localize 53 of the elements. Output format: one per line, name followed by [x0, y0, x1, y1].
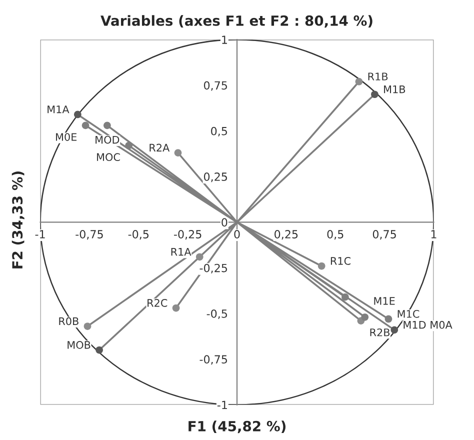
annotation: R1B	[368, 72, 388, 80]
annotation: R1C	[330, 257, 350, 265]
y-tick-label: 0,25	[204, 172, 227, 182]
point	[355, 78, 363, 86]
point	[196, 253, 204, 261]
y-axis-title: F2 (34,33 %)	[12, 172, 24, 268]
point	[82, 122, 90, 130]
y-tick-label: -0,75	[200, 355, 228, 365]
point	[172, 304, 180, 312]
annotation: M1A	[48, 106, 70, 114]
chart-title: Variables (axes F1 et F2 : 80,14 %)	[100, 15, 372, 28]
annotation: M0E	[56, 133, 77, 141]
x-tick-label: -0,25	[174, 230, 202, 240]
point	[74, 110, 82, 118]
y-tick-label: -1	[217, 400, 227, 410]
annotation: R2A	[150, 144, 170, 152]
x-axis-title: F1 (45,82 %)	[188, 420, 286, 434]
y-tick-label: -0,25	[200, 264, 228, 274]
y-tick-label: -0,5	[206, 309, 228, 320]
annotation: M1E	[374, 297, 395, 305]
x-tick-label: 0,25	[274, 230, 298, 240]
x-tick-label: -0,5	[128, 230, 149, 240]
annotation: MOC	[97, 153, 120, 162]
annotation: R1A	[171, 248, 192, 256]
annotation: M1D M0A	[404, 320, 452, 329]
point	[342, 293, 349, 301]
point	[84, 322, 92, 330]
point	[371, 90, 378, 98]
annotation: MOD	[96, 136, 120, 144]
point	[125, 142, 132, 150]
point	[384, 315, 392, 323]
x-tick-label: 0,75	[372, 230, 396, 240]
annotation: M1C	[398, 310, 420, 318]
y-tick-label: 0	[222, 218, 228, 227]
x-tick-label: 1	[431, 230, 436, 238]
point	[96, 346, 103, 354]
x-tick-label: 0	[234, 230, 240, 238]
annotation: M1B	[384, 85, 406, 94]
point	[174, 149, 182, 156]
y-tick-label: 1	[222, 36, 227, 44]
point	[390, 326, 398, 334]
annotation: MOB	[68, 340, 90, 349]
annotation: R2C	[148, 299, 168, 307]
annotation: R0B	[59, 317, 78, 326]
x-tick-label: 0,5	[327, 230, 344, 240]
x-tick-label: -0,75	[76, 230, 103, 240]
annotation: R2B	[370, 328, 390, 336]
x-tick-label: -1	[35, 230, 45, 238]
point	[361, 313, 369, 321]
point	[318, 262, 326, 270]
point	[103, 122, 111, 130]
y-tick-label: 0,5	[211, 126, 227, 136]
y-tick-label: 0,75	[204, 81, 227, 91]
